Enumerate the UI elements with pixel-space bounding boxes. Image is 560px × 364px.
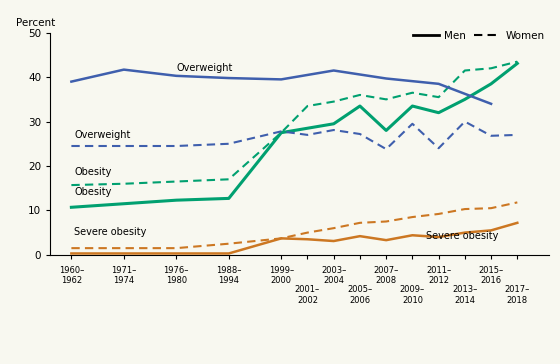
Text: 2007–
2008: 2007– 2008 xyxy=(374,266,399,285)
Legend: Men, Women: Men, Women xyxy=(408,27,549,45)
Text: Overweight: Overweight xyxy=(74,130,130,141)
Text: Percent: Percent xyxy=(16,18,55,28)
Text: 2013–
2014: 2013– 2014 xyxy=(452,285,478,305)
Text: 2003–
2004: 2003– 2004 xyxy=(321,266,347,285)
Text: Severe obesity: Severe obesity xyxy=(426,231,498,241)
Text: 1988–
1994: 1988– 1994 xyxy=(216,266,241,285)
Text: Obesity: Obesity xyxy=(74,187,111,197)
Text: 2009–
2010: 2009– 2010 xyxy=(400,285,425,305)
Text: 2017–
2018: 2017– 2018 xyxy=(505,285,530,305)
Text: 2005–
2006: 2005– 2006 xyxy=(347,285,372,305)
Text: 1960–
1962: 1960– 1962 xyxy=(59,266,84,285)
Text: Obesity: Obesity xyxy=(74,167,111,177)
Text: Severe obesity: Severe obesity xyxy=(74,227,146,237)
Text: 1999–
2000: 1999– 2000 xyxy=(269,266,294,285)
Text: 2001–
2002: 2001– 2002 xyxy=(295,285,320,305)
Text: 2011–
2012: 2011– 2012 xyxy=(426,266,451,285)
Text: 1976–
1980: 1976– 1980 xyxy=(164,266,189,285)
Text: 2015–
2016: 2015– 2016 xyxy=(478,266,503,285)
Text: Overweight: Overweight xyxy=(176,63,233,72)
Text: 1971–
1974: 1971– 1974 xyxy=(111,266,137,285)
